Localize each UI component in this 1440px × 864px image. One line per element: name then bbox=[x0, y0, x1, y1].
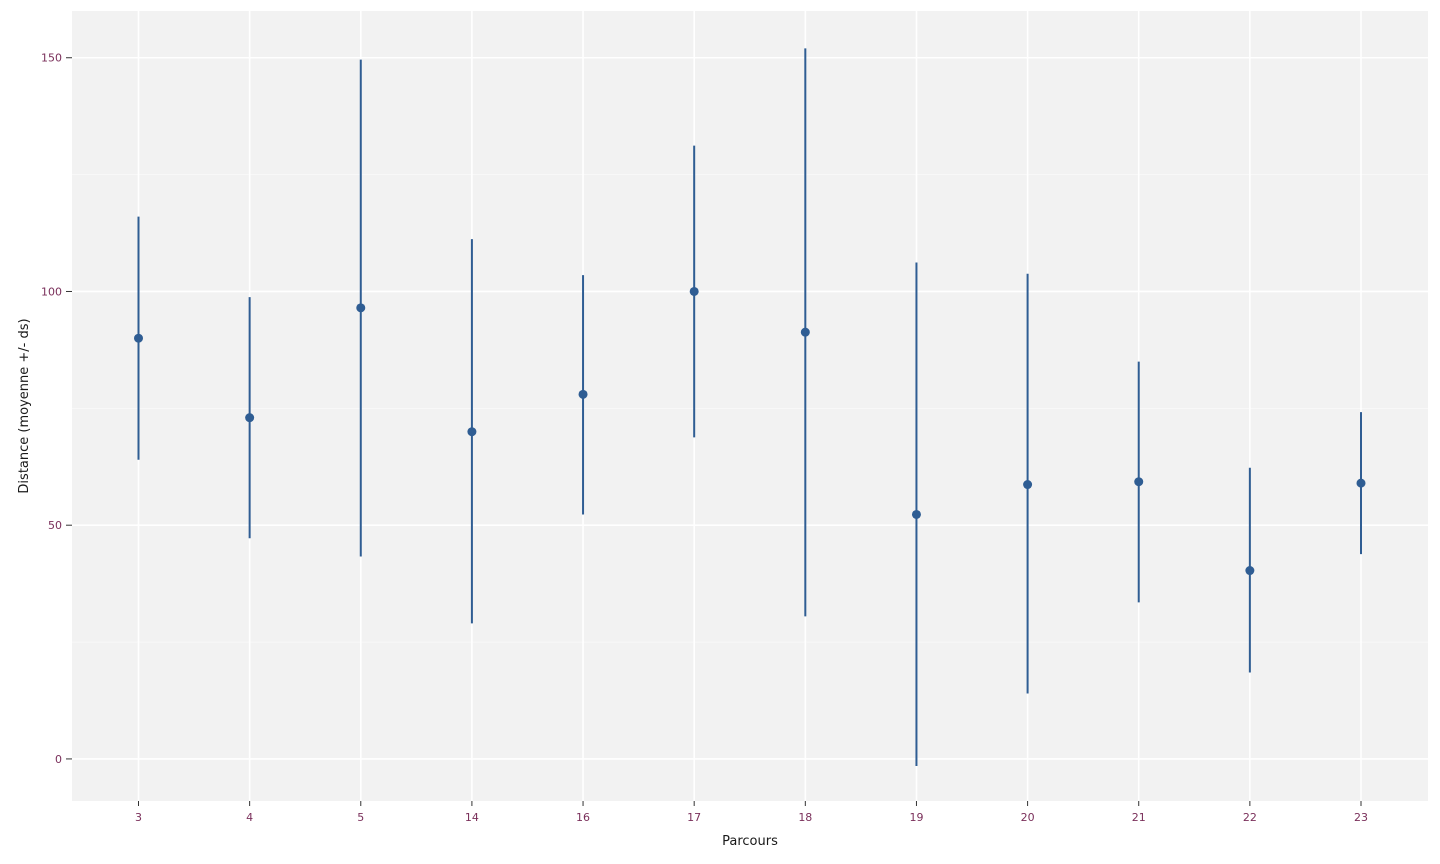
y-axis-ticks: 0 50 100 150 bbox=[41, 52, 72, 766]
mean-point bbox=[1356, 478, 1366, 488]
y-tick-label: 100 bbox=[41, 285, 62, 298]
mean-point bbox=[911, 509, 921, 519]
minor-gridlines bbox=[72, 174, 1428, 643]
x-tick-label: 4 bbox=[246, 811, 253, 824]
x-axis-title: Parcours bbox=[722, 834, 778, 849]
x-tick-label: 21 bbox=[1132, 811, 1146, 824]
x-tick-label: 23 bbox=[1354, 811, 1368, 824]
y-tick-label: 50 bbox=[48, 519, 62, 532]
x-tick-label: 18 bbox=[798, 811, 812, 824]
x-tick-label: 20 bbox=[1021, 811, 1035, 824]
mean-points bbox=[134, 286, 1366, 576]
mean-point bbox=[578, 389, 588, 399]
x-tick-label: 14 bbox=[465, 811, 479, 824]
x-tick-label: 22 bbox=[1243, 811, 1257, 824]
mean-point bbox=[1023, 480, 1033, 490]
mean-point bbox=[467, 427, 477, 437]
mean-point bbox=[1245, 566, 1255, 576]
mean-point bbox=[800, 327, 810, 337]
mean-point bbox=[1134, 477, 1144, 487]
mean-point bbox=[356, 303, 366, 313]
x-tick-label: 5 bbox=[357, 811, 364, 824]
y-tick-label: 0 bbox=[55, 753, 62, 766]
mean-point bbox=[689, 286, 699, 296]
x-axis-ticks: 3 4 5 14 16 17 18 19 20 21 22 23 bbox=[135, 801, 1368, 824]
mean-point bbox=[134, 333, 143, 343]
y-tick-label: 150 bbox=[41, 52, 62, 65]
mean-point bbox=[245, 413, 255, 423]
plot-panel bbox=[72, 11, 1428, 801]
y-axis-title: Distance (moyenne +/- ds) bbox=[17, 318, 32, 493]
x-tick-label: 17 bbox=[687, 811, 701, 824]
x-tick-label: 3 bbox=[135, 811, 142, 824]
x-tick-label: 19 bbox=[909, 811, 923, 824]
x-tick-label: 16 bbox=[576, 811, 590, 824]
